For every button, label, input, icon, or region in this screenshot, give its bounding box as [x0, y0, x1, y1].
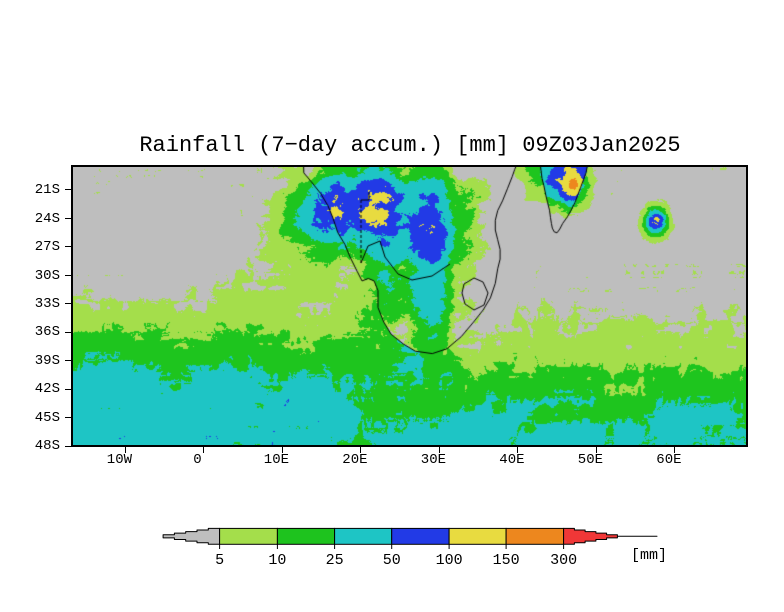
svg-text:5: 5 — [215, 552, 224, 569]
svg-text:150: 150 — [493, 552, 520, 569]
svg-text:10: 10 — [268, 552, 286, 569]
svg-text:[mm]: [mm] — [631, 547, 667, 564]
svg-text:50: 50 — [383, 552, 401, 569]
svg-text:300: 300 — [550, 552, 577, 569]
svg-text:25: 25 — [326, 552, 344, 569]
svg-text:100: 100 — [436, 552, 463, 569]
